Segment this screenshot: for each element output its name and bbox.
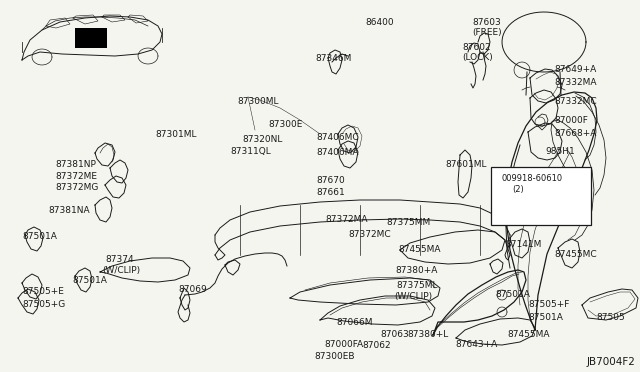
- Text: 87300EB: 87300EB: [314, 352, 355, 361]
- Text: (2): (2): [512, 185, 524, 194]
- Text: (W/CLIP): (W/CLIP): [102, 266, 140, 275]
- Text: 87601ML: 87601ML: [445, 160, 486, 169]
- Text: 87332MC: 87332MC: [554, 97, 596, 106]
- Text: 87372ME: 87372ME: [55, 172, 97, 181]
- Text: 87406MA: 87406MA: [316, 148, 358, 157]
- Text: 87381NA: 87381NA: [48, 206, 90, 215]
- Text: 87300E: 87300E: [268, 120, 302, 129]
- Text: 87372MC: 87372MC: [348, 230, 390, 239]
- Text: 87649+A: 87649+A: [554, 65, 596, 74]
- Bar: [75, 28, 107, 48]
- Text: (LOCK): (LOCK): [462, 53, 493, 62]
- Text: 87381NP: 87381NP: [55, 160, 96, 169]
- Text: 87501A: 87501A: [495, 290, 530, 299]
- Text: 87141M: 87141M: [505, 240, 541, 249]
- Text: 87505: 87505: [596, 313, 625, 322]
- Text: 87372MA: 87372MA: [325, 215, 367, 224]
- Text: 87455MA: 87455MA: [398, 245, 440, 254]
- Text: 87670: 87670: [316, 176, 345, 185]
- Text: 87372MG: 87372MG: [55, 183, 99, 192]
- Text: 87603: 87603: [472, 18, 500, 27]
- Text: 87505+E: 87505+E: [22, 287, 64, 296]
- Text: 87501A: 87501A: [528, 313, 563, 322]
- Text: 87063: 87063: [380, 330, 409, 339]
- Text: 87300ML: 87300ML: [237, 97, 278, 106]
- Text: 86400: 86400: [365, 18, 394, 27]
- Text: 87062: 87062: [362, 341, 390, 350]
- Text: 009918-60610: 009918-60610: [502, 174, 563, 183]
- Text: 87000FA: 87000FA: [324, 340, 363, 349]
- Text: 87505+F: 87505+F: [528, 300, 570, 309]
- Text: 87643+A: 87643+A: [455, 340, 497, 349]
- Text: 87375MM: 87375MM: [386, 218, 430, 227]
- Text: 87346M: 87346M: [315, 54, 351, 63]
- Text: 87505+G: 87505+G: [22, 300, 65, 309]
- Text: 87501A: 87501A: [72, 276, 107, 285]
- Text: 87374: 87374: [105, 255, 134, 264]
- Text: 87668+A: 87668+A: [554, 129, 596, 138]
- Text: JB7004F2: JB7004F2: [586, 357, 635, 367]
- Text: 87066M: 87066M: [336, 318, 372, 327]
- Bar: [491, 167, 591, 225]
- Text: (W/CLIP): (W/CLIP): [394, 292, 432, 301]
- Text: (FREE): (FREE): [472, 28, 502, 37]
- Text: 87311QL: 87311QL: [230, 147, 271, 156]
- Text: 87320NL: 87320NL: [242, 135, 282, 144]
- Text: 87406MC: 87406MC: [316, 133, 358, 142]
- Text: 87455MA: 87455MA: [507, 330, 550, 339]
- Text: 87000F: 87000F: [554, 116, 588, 125]
- Text: 87380+L: 87380+L: [407, 330, 448, 339]
- Text: 87069: 87069: [178, 285, 207, 294]
- Text: 87455MC: 87455MC: [554, 250, 596, 259]
- Text: 985H1: 985H1: [545, 147, 575, 156]
- Text: 87380+A: 87380+A: [395, 266, 437, 275]
- Text: 87501A: 87501A: [22, 232, 57, 241]
- Text: 87375ML: 87375ML: [396, 281, 438, 290]
- Text: 87301ML: 87301ML: [155, 130, 196, 139]
- Text: 87602: 87602: [462, 43, 491, 52]
- Text: 87661: 87661: [316, 188, 345, 197]
- Text: 87332MA: 87332MA: [554, 78, 596, 87]
